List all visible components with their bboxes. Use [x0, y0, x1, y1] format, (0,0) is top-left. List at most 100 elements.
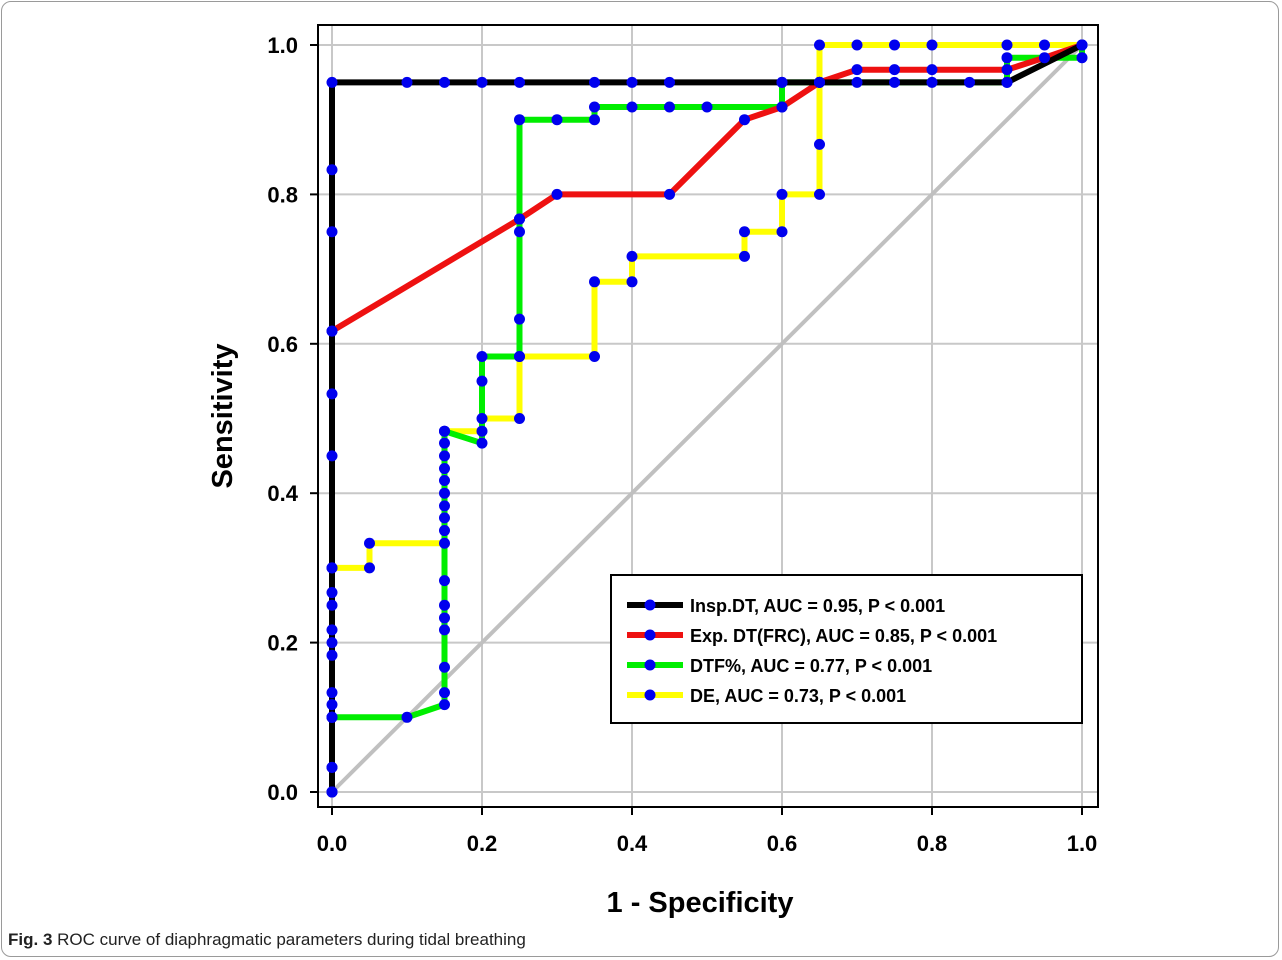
y-axis-label: Sensitivity	[207, 343, 239, 488]
data-point	[664, 188, 675, 200]
data-point	[626, 276, 638, 288]
data-point	[926, 76, 938, 88]
data-point	[326, 699, 338, 711]
data-point	[326, 450, 338, 462]
y-tick-label: 1.0	[267, 33, 298, 58]
data-point	[326, 388, 338, 400]
legend-item: Exp. DT(FRC), AUC = 0.85, P < 0.001	[627, 626, 997, 646]
data-point	[439, 76, 450, 88]
y-tick-label: 0.8	[267, 182, 298, 207]
data-point	[889, 64, 900, 76]
data-point	[701, 101, 713, 113]
legend-item: Insp.DT, AUC = 0.95, P < 0.001	[627, 596, 945, 616]
y-tick-label: 0.2	[267, 631, 298, 656]
data-point	[476, 375, 488, 387]
data-point	[514, 76, 525, 88]
legend-label: DE, AUC = 0.73, P < 0.001	[690, 686, 906, 706]
data-point	[401, 711, 413, 723]
data-point	[1001, 64, 1013, 76]
x-tick-label: 0.2	[467, 831, 498, 856]
data-point	[476, 425, 488, 437]
plot-border	[317, 24, 1099, 808]
data-point	[439, 624, 450, 636]
data-point	[326, 786, 338, 798]
data-point	[326, 164, 338, 176]
legend-label: Exp. DT(FRC), AUC = 0.85, P < 0.001	[690, 626, 997, 646]
legend-marker	[644, 659, 656, 671]
data-point	[439, 661, 450, 673]
legend-marker	[644, 689, 656, 701]
data-point	[851, 39, 863, 51]
data-point	[514, 213, 525, 225]
data-point	[326, 649, 338, 661]
caption-label: Fig. 3	[8, 930, 53, 949]
data-point	[439, 463, 450, 475]
data-point	[326, 624, 338, 636]
data-point	[326, 562, 338, 574]
data-point	[626, 76, 638, 88]
data-point	[1039, 39, 1050, 51]
data-point	[926, 64, 938, 76]
data-point	[776, 101, 788, 113]
data-point	[514, 226, 525, 238]
series-layer	[326, 39, 1088, 798]
data-point	[439, 575, 450, 587]
data-point	[439, 487, 450, 499]
data-point	[439, 525, 450, 537]
data-point	[326, 711, 338, 723]
data-point	[439, 437, 450, 449]
data-point	[439, 537, 450, 549]
data-point	[439, 687, 450, 699]
data-point	[589, 114, 600, 126]
legend-marker	[644, 599, 656, 611]
data-point	[364, 537, 375, 549]
data-point	[439, 425, 450, 437]
data-point	[1001, 52, 1013, 64]
data-point	[326, 226, 338, 238]
reference-diagonal	[330, 43, 1084, 794]
data-point	[1039, 52, 1050, 64]
data-point	[326, 637, 338, 649]
data-point	[889, 76, 900, 88]
y-tick-label: 0.4	[267, 481, 298, 506]
legend-marker	[644, 629, 656, 641]
data-point	[476, 413, 488, 424]
data-point	[964, 76, 975, 88]
caption-text: ROC curve of diaphragmatic parameters du…	[57, 930, 526, 949]
figure-caption: Fig. 3 ROC curve of diaphragmatic parame…	[8, 930, 526, 950]
legend-label: DTF%, AUC = 0.77, P < 0.001	[690, 656, 932, 676]
x-tick-label: 0.6	[767, 831, 798, 856]
data-point	[664, 101, 675, 113]
data-point	[1076, 52, 1088, 64]
y-tick-label: 0.6	[267, 332, 298, 357]
x-tick-label: 0.8	[917, 831, 948, 856]
data-point	[1001, 76, 1013, 88]
data-point	[514, 350, 525, 362]
data-point	[776, 226, 788, 238]
data-point	[889, 39, 900, 51]
data-point	[926, 39, 938, 51]
y-tick-label: 0.0	[267, 780, 298, 805]
data-point	[739, 114, 750, 126]
legend-item: DTF%, AUC = 0.77, P < 0.001	[627, 656, 932, 676]
data-point	[814, 188, 825, 200]
data-point	[551, 188, 563, 200]
data-point	[439, 699, 450, 711]
data-point	[1076, 39, 1088, 51]
data-point	[439, 599, 450, 611]
data-point	[401, 76, 413, 88]
axis-ticks: 0.0 0.2 0.4 0.6 0.8 1.0 0.0 0.2 0.4 0.6 0.8 1.0	[267, 33, 1097, 856]
data-point	[439, 500, 450, 512]
data-point	[739, 226, 750, 238]
data-point	[664, 76, 675, 88]
x-tick-label: 0.4	[617, 831, 648, 856]
data-point	[439, 475, 450, 487]
data-point	[626, 250, 638, 262]
data-point	[1001, 39, 1013, 51]
data-point	[626, 101, 638, 113]
data-point	[326, 587, 338, 599]
x-axis-label: 1 - Specificity	[607, 887, 794, 919]
data-point	[439, 450, 450, 462]
legend-label: Insp.DT, AUC = 0.95, P < 0.001	[690, 596, 945, 616]
